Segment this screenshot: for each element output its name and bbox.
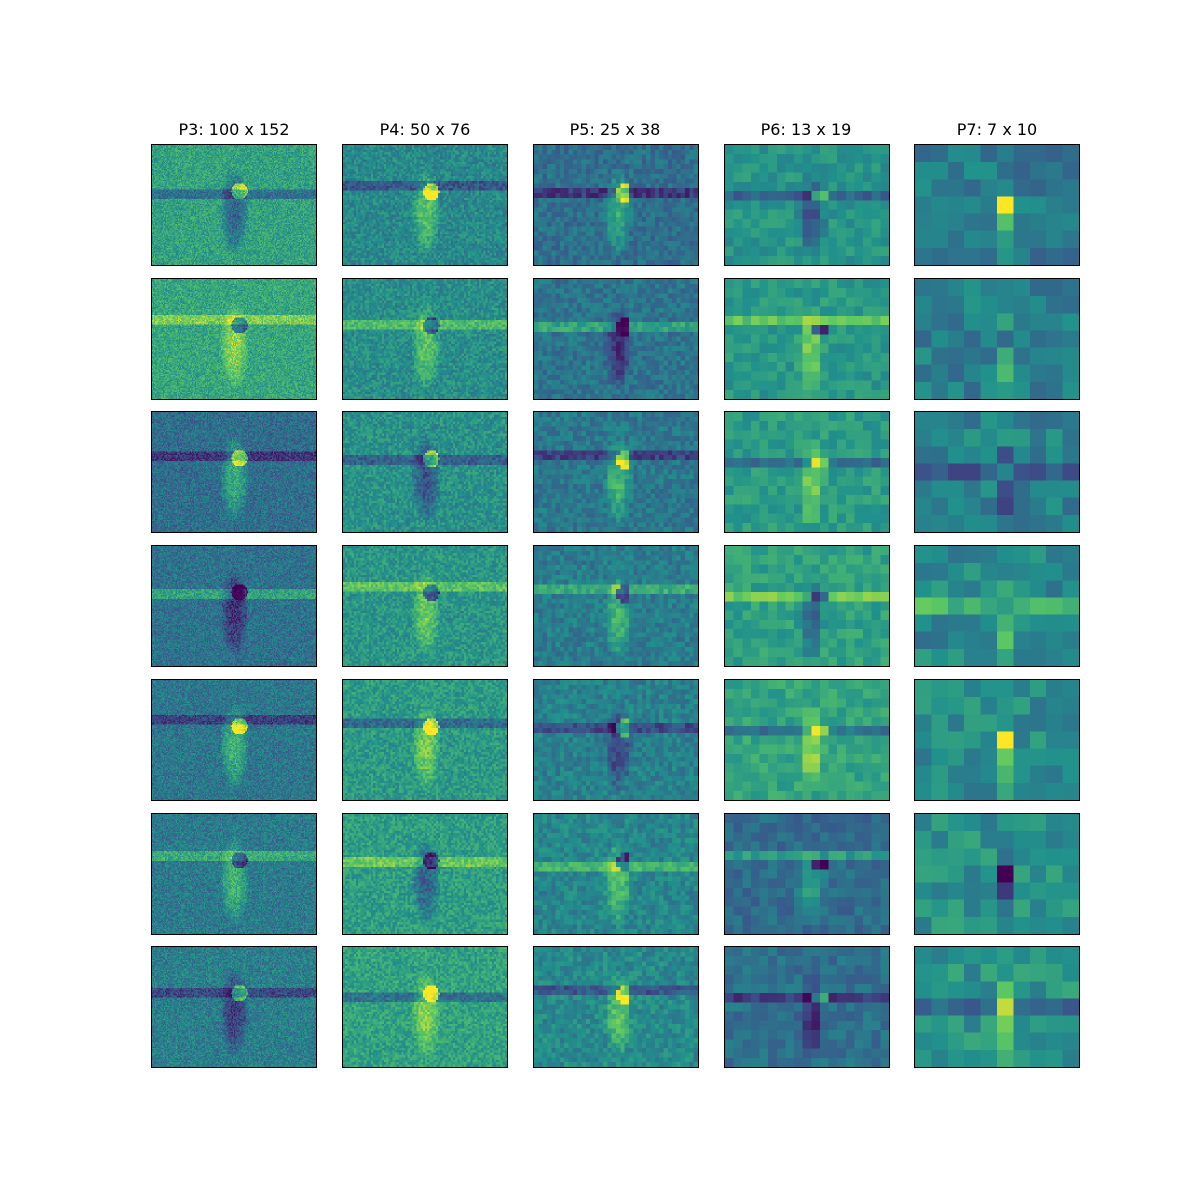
feature-map-r4-c3: [533, 545, 699, 667]
feature-map-canvas: [343, 814, 507, 934]
feature-map-r7-c1: [151, 946, 317, 1068]
feature-map-canvas: [725, 546, 889, 666]
feature-map-r4-c5: [914, 545, 1080, 667]
feature-map-canvas: [725, 680, 889, 800]
feature-map-r7-c3: [533, 946, 699, 1068]
feature-map-r5-c1: [151, 679, 317, 801]
feature-map-canvas: [152, 680, 316, 800]
column-title-p6: P6: 13 x 19: [760, 120, 852, 139]
feature-map-canvas: [915, 546, 1079, 666]
feature-map-r2-c1: [151, 278, 317, 400]
feature-map-r2-c2: [342, 278, 508, 400]
feature-map-r2-c3: [533, 278, 699, 400]
feature-map-r5-c5: [914, 679, 1080, 801]
feature-map-canvas: [534, 947, 698, 1067]
feature-map-canvas: [343, 412, 507, 532]
feature-map-r6-c2: [342, 813, 508, 935]
feature-map-canvas: [534, 145, 698, 265]
column-title-p3: P3: 100 x 152: [178, 120, 290, 139]
feature-map-canvas: [915, 145, 1079, 265]
feature-map-canvas: [152, 546, 316, 666]
feature-map-r2-c4: [724, 278, 890, 400]
feature-map-canvas: [343, 145, 507, 265]
feature-map-r4-c4: [724, 545, 890, 667]
feature-map-canvas: [343, 947, 507, 1067]
feature-map-r7-c5: [914, 946, 1080, 1068]
feature-map-r3-c4: [724, 411, 890, 533]
feature-map-r3-c3: [533, 411, 699, 533]
feature-map-r1-c5: [914, 144, 1080, 266]
feature-map-canvas: [725, 412, 889, 532]
feature-map-canvas: [534, 546, 698, 666]
feature-map-r1-c1: [151, 144, 317, 266]
feature-map-canvas: [343, 680, 507, 800]
feature-map-r6-c5: [914, 813, 1080, 935]
feature-map-canvas: [343, 546, 507, 666]
feature-map-r1-c2: [342, 144, 508, 266]
feature-map-r1-c4: [724, 144, 890, 266]
feature-map-canvas: [915, 279, 1079, 399]
feature-map-r5-c4: [724, 679, 890, 801]
feature-map-canvas: [152, 279, 316, 399]
feature-map-r5-c2: [342, 679, 508, 801]
feature-map-canvas: [343, 279, 507, 399]
feature-map-canvas: [534, 412, 698, 532]
column-title-p5: P5: 25 x 38: [569, 120, 661, 139]
feature-map-r4-c1: [151, 545, 317, 667]
feature-map-canvas: [152, 145, 316, 265]
column-title-p4: P4: 50 x 76: [379, 120, 471, 139]
feature-map-canvas: [915, 412, 1079, 532]
feature-map-r6-c4: [724, 813, 890, 935]
feature-map-r3-c2: [342, 411, 508, 533]
feature-map-r6-c3: [533, 813, 699, 935]
feature-map-r3-c1: [151, 411, 317, 533]
feature-map-canvas: [152, 814, 316, 934]
feature-map-r4-c2: [342, 545, 508, 667]
feature-map-canvas: [534, 279, 698, 399]
feature-map-canvas: [152, 947, 316, 1067]
feature-map-r6-c1: [151, 813, 317, 935]
feature-map-canvas: [152, 412, 316, 532]
column-title-p7: P7: 7 x 10: [956, 120, 1038, 139]
feature-map-canvas: [915, 947, 1079, 1067]
feature-map-canvas: [915, 680, 1079, 800]
feature-map-canvas: [725, 279, 889, 399]
feature-map-canvas: [534, 680, 698, 800]
feature-map-canvas: [725, 145, 889, 265]
feature-map-canvas: [534, 814, 698, 934]
feature-map-canvas: [725, 947, 889, 1067]
feature-map-r5-c3: [533, 679, 699, 801]
feature-map-canvas: [915, 814, 1079, 934]
feature-map-r2-c5: [914, 278, 1080, 400]
feature-map-r1-c3: [533, 144, 699, 266]
feature-map-r7-c2: [342, 946, 508, 1068]
feature-map-r7-c4: [724, 946, 890, 1068]
feature-map-r3-c5: [914, 411, 1080, 533]
feature-map-canvas: [725, 814, 889, 934]
